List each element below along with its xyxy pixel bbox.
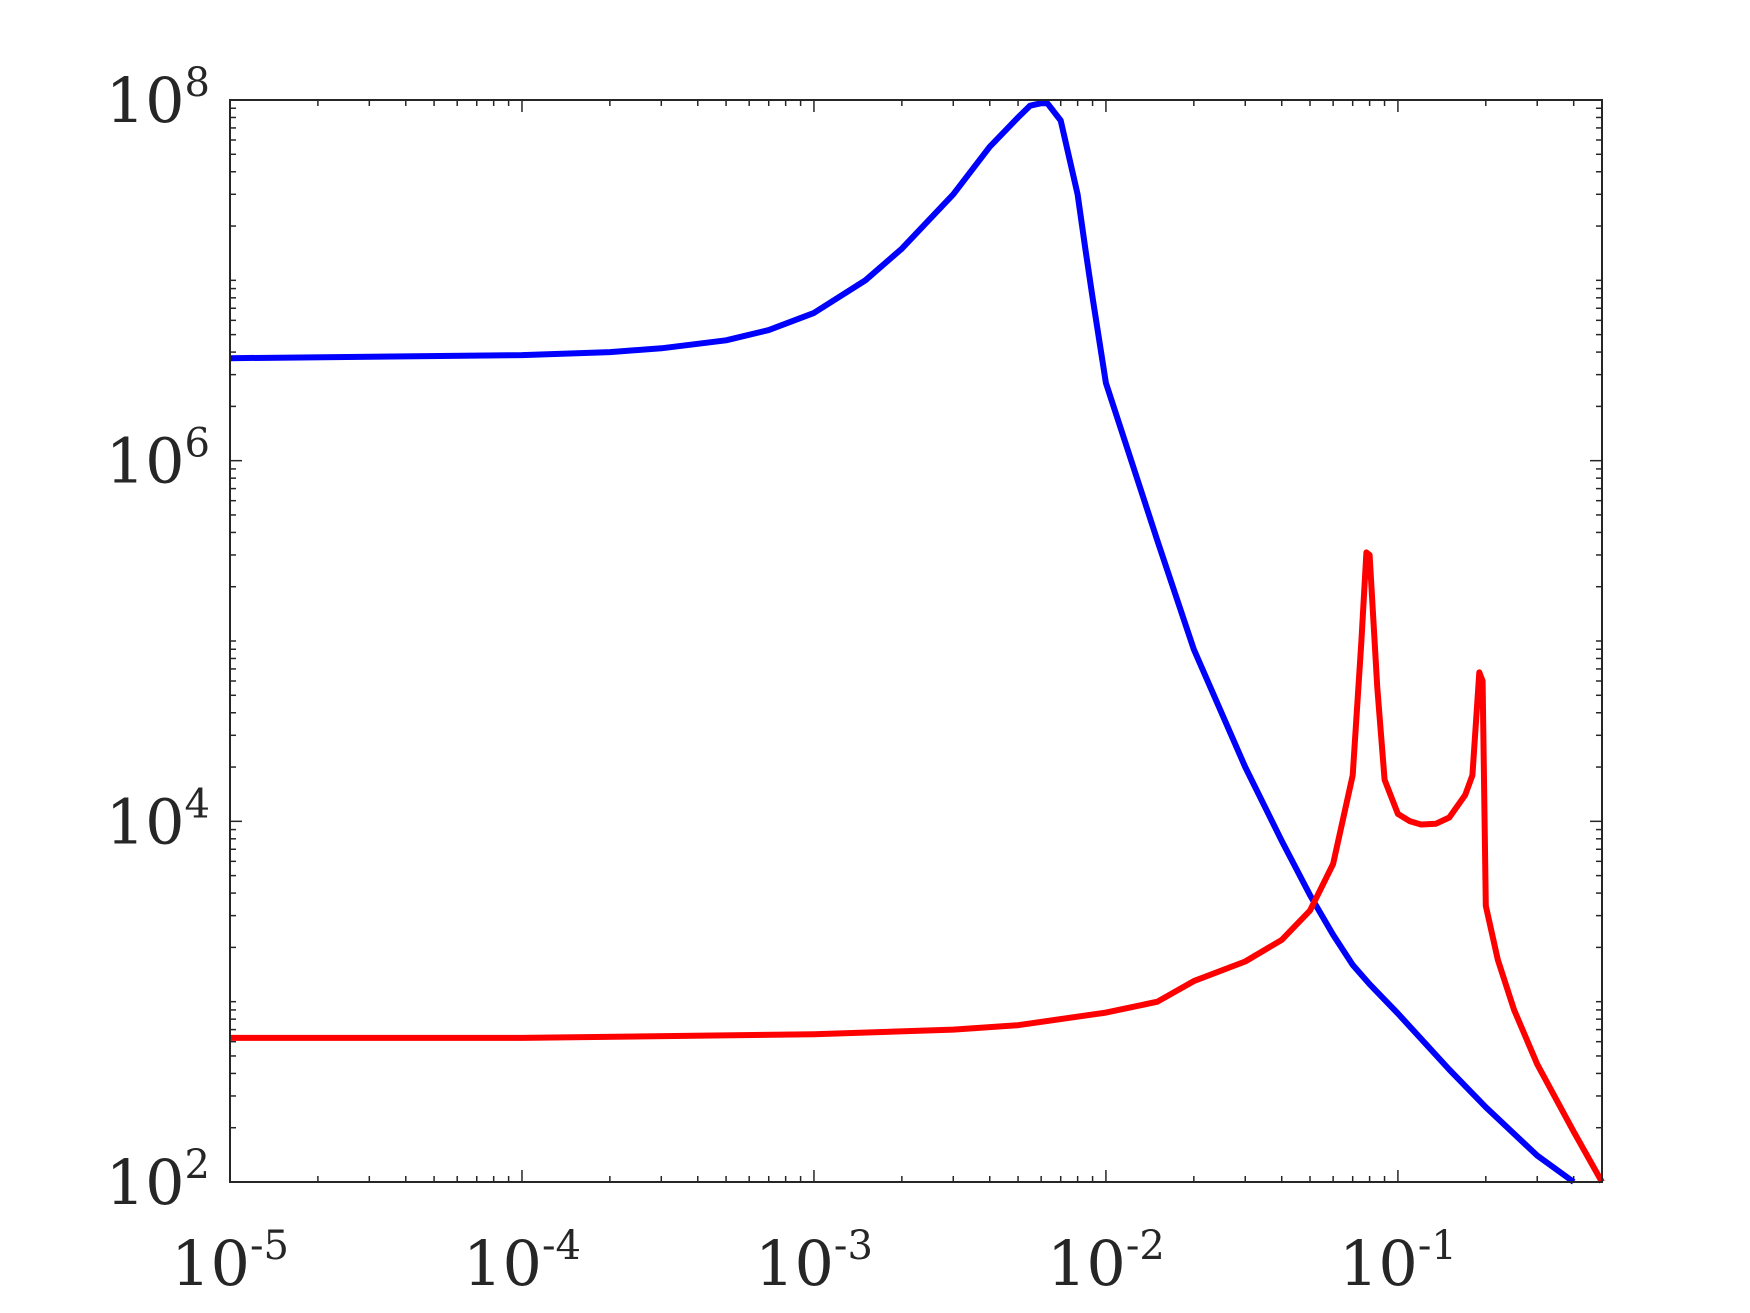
tick-label-exponent: 6 [185, 421, 210, 467]
x-tick-label: 10-4 [463, 1223, 581, 1300]
series-line-2 [230, 549, 1605, 1184]
series-group [229, 100, 1605, 1185]
tick-label-exponent: 2 [185, 1142, 210, 1188]
y-tick-label: 106 [106, 421, 210, 498]
tick-label-exponent: -3 [834, 1223, 873, 1269]
tick-label-exponent: -4 [542, 1223, 581, 1269]
tick-label-exponent: 8 [185, 60, 210, 106]
tick-label-base: 10 [463, 1227, 542, 1300]
y-tick-label: 102 [106, 1142, 210, 1219]
axes-box [229, 99, 1603, 1183]
x-tick-label: 10-5 [171, 1223, 289, 1300]
x-tick-label: 10-2 [1047, 1223, 1165, 1300]
tick-label-exponent: -2 [1126, 1223, 1165, 1269]
tick-label-base: 10 [171, 1227, 250, 1300]
x-tick-label: 10-3 [755, 1223, 873, 1300]
y-tick-label: 104 [106, 781, 210, 858]
x-tick-label: 10-1 [1339, 1223, 1457, 1300]
tick-label-base: 10 [106, 64, 185, 137]
series-line-1 [229, 100, 1576, 1185]
tick-label-base: 10 [106, 785, 185, 858]
tick-label-exponent: -1 [1418, 1223, 1457, 1269]
y-tick-label: 108 [106, 60, 210, 137]
x-tick-labels: 10-5 10-4 10-3 10-2 10-1 [171, 1223, 1457, 1300]
tick-label-base: 10 [106, 1146, 185, 1219]
tick-label-exponent: 4 [185, 781, 210, 827]
tick-label-base: 10 [106, 425, 185, 498]
tick-label-base: 10 [1339, 1227, 1418, 1300]
tick-label-base: 10 [1047, 1227, 1126, 1300]
tick-label-exponent: -5 [250, 1223, 289, 1269]
plot-area [230, 100, 1602, 1182]
tick-label-base: 10 [755, 1227, 834, 1300]
